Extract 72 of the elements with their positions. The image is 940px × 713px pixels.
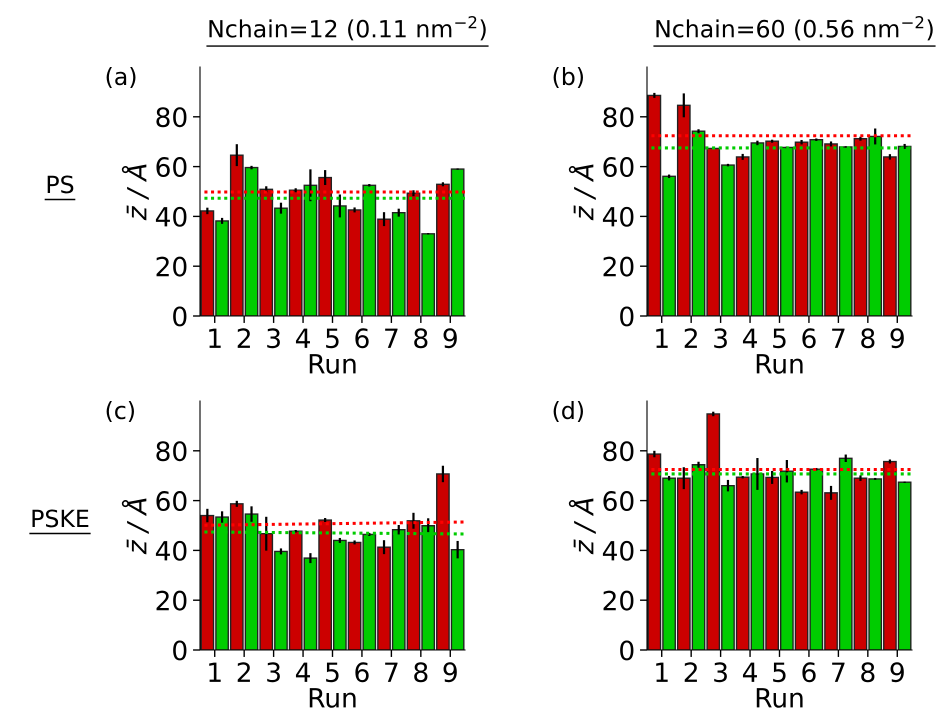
y-axis-title: z̄ / Å bbox=[568, 164, 596, 220]
x-tick-label: 4 bbox=[742, 328, 757, 348]
x-tick-label: 3 bbox=[267, 328, 280, 348]
x-tick-label: 8 bbox=[861, 328, 874, 348]
y-axis-title: z̄ / Å bbox=[122, 164, 149, 220]
y-tick-label: 20 bbox=[156, 590, 186, 611]
x-tick-label: 6 bbox=[802, 662, 816, 682]
x-tick-label: 7 bbox=[385, 328, 398, 348]
y-tick-label: 0 bbox=[620, 640, 634, 660]
chart-title: (c) bbox=[106, 401, 134, 422]
text: PS bbox=[48, 175, 74, 194]
y-tick-label: 80 bbox=[603, 441, 634, 462]
x-tick-label: 7 bbox=[385, 662, 398, 682]
x-tick-label: 6 bbox=[355, 328, 369, 348]
y-tick-label: 80 bbox=[156, 107, 186, 128]
x-tick-label: 2 bbox=[684, 662, 697, 682]
x-tick-label: 9 bbox=[890, 328, 904, 348]
x-tick-label: 5 bbox=[326, 662, 339, 682]
y-tick-label: 60 bbox=[603, 491, 634, 511]
x-tick-label: 1 bbox=[209, 328, 221, 348]
text: Nchain=60 (0.56 nm$^{−2}$) bbox=[656, 16, 933, 40]
y-tick-label: 20 bbox=[604, 590, 634, 611]
y-tick-label: 0 bbox=[620, 306, 634, 326]
y-tick-label: 40 bbox=[602, 540, 634, 561]
x-tick-label: 4 bbox=[296, 662, 310, 682]
x-tick-label: 4 bbox=[296, 328, 310, 348]
x-tick-label: 4 bbox=[742, 662, 757, 682]
y-tick-label: 60 bbox=[156, 491, 186, 511]
y-tick-label: 40 bbox=[156, 540, 186, 561]
x-tick-label: 2 bbox=[238, 662, 250, 682]
x-tick-label: 5 bbox=[773, 662, 786, 682]
x-tick-label: 7 bbox=[832, 662, 845, 682]
y-tick-label: 0 bbox=[173, 306, 186, 326]
x-tick-label: 9 bbox=[444, 328, 457, 348]
x-axis-title: Run bbox=[756, 354, 803, 374]
chart-title: (d) bbox=[554, 401, 583, 422]
x-tick-label: 9 bbox=[444, 662, 457, 682]
x-tick-label: 5 bbox=[773, 328, 786, 348]
y-axis-title: z̄ / Å bbox=[122, 498, 149, 554]
x-axis-title: Run bbox=[756, 688, 803, 708]
x-axis-title: Run bbox=[310, 688, 356, 708]
x-tick-label: 3 bbox=[267, 662, 280, 682]
x-tick-label: 8 bbox=[414, 328, 428, 348]
y-tick-label: 60 bbox=[603, 157, 634, 177]
x-tick-label: 3 bbox=[714, 328, 727, 348]
chart-title: (b) bbox=[554, 67, 583, 88]
x-tick-label: 1 bbox=[656, 662, 668, 682]
x-tick-label: 2 bbox=[684, 328, 697, 348]
x-tick-label: 9 bbox=[890, 662, 904, 682]
y-tick-label: 60 bbox=[156, 157, 186, 177]
x-tick-label: 1 bbox=[656, 328, 668, 348]
x-axis-title: Run bbox=[310, 354, 356, 374]
x-tick-label: 8 bbox=[414, 662, 428, 682]
y-tick-label: 20 bbox=[156, 256, 186, 277]
x-tick-label: 7 bbox=[832, 328, 845, 348]
y-tick-label: 80 bbox=[156, 441, 186, 462]
y-tick-label: 40 bbox=[156, 206, 186, 227]
y-tick-label: 80 bbox=[603, 107, 634, 128]
x-tick-label: 6 bbox=[355, 662, 369, 682]
x-tick-label: 6 bbox=[802, 328, 816, 348]
y-tick-label: 20 bbox=[604, 256, 634, 277]
x-tick-label: 8 bbox=[861, 662, 874, 682]
y-tick-label: 0 bbox=[173, 640, 186, 660]
x-tick-label: 2 bbox=[238, 328, 250, 348]
x-tick-label: 1 bbox=[209, 662, 221, 682]
chart-title: (a) bbox=[106, 67, 136, 88]
text: PSKE bbox=[32, 509, 88, 528]
y-tick-label: 40 bbox=[602, 206, 634, 227]
x-tick-label: 5 bbox=[326, 328, 339, 348]
y-axis-title: z̄ / Å bbox=[568, 498, 596, 554]
text: Nchain=12 (0.11 nm$^{−2}$) bbox=[209, 16, 486, 40]
x-tick-label: 3 bbox=[714, 662, 727, 682]
